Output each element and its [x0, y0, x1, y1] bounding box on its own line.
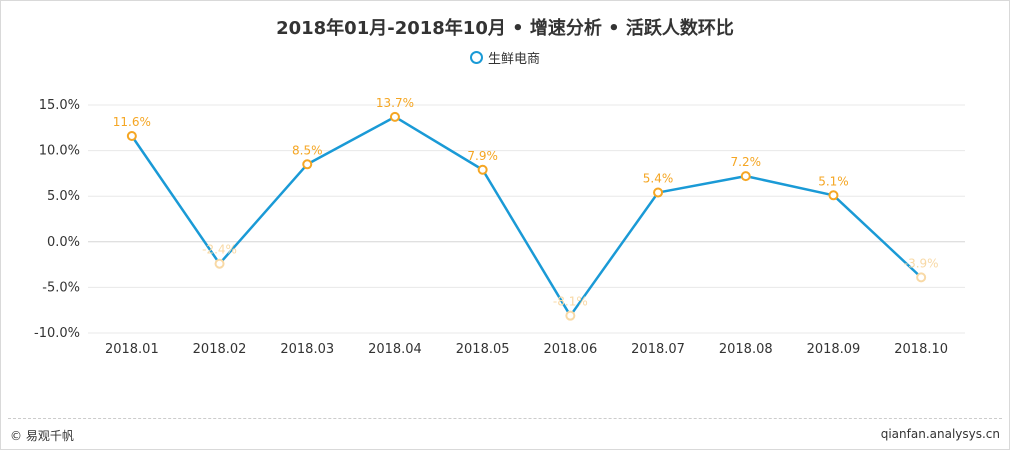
footer-site-link[interactable]: qianfan.analysys.cn — [880, 427, 1000, 441]
data-label: 11.6% — [113, 115, 151, 129]
x-tick-label: 2018.07 — [631, 342, 685, 357]
series-points — [126, 111, 927, 321]
x-tick-label: 2018.10 — [894, 342, 948, 357]
y-tick-label: -5.0% — [42, 280, 80, 295]
data-point — [126, 131, 137, 142]
legend-label: 生鲜电商 — [487, 52, 540, 67]
data-point — [653, 187, 664, 198]
y-tick-label: 5.0% — [47, 189, 80, 204]
data-point — [214, 258, 225, 269]
legend-marker-icon — [469, 51, 483, 64]
data-point — [828, 190, 839, 201]
data-label: 7.2% — [731, 155, 762, 169]
x-tick-label: 2018.04 — [368, 342, 422, 357]
x-tick-label: 2018.01 — [105, 342, 159, 357]
x-tick-label: 2018.08 — [719, 342, 773, 357]
footer-copyright: © 易观千帆 — [10, 429, 74, 443]
x-tick-label: 2018.05 — [456, 342, 510, 357]
y-tick-label: 10.0% — [39, 144, 80, 159]
data-point — [389, 111, 400, 122]
y-tick-label: 0.0% — [47, 235, 80, 250]
x-axis-ticks: 2018.01 2018.02 2018.03 2018.04 2018.05 2018.… — [105, 342, 948, 357]
data-label: -3.9% — [904, 256, 939, 270]
data-point — [477, 164, 488, 175]
chart-title: 2018年01月-2018年10月 • 增速分析 • 活跃人数环比 — [276, 18, 734, 39]
x-tick-label: 2018.02 — [193, 342, 247, 357]
y-tick-label: -10.0% — [34, 326, 80, 341]
data-labels: 11.6% -2.4% 8.5% 13.7% 7.9% -8.1% 5.4% 7.2% 5.1%… — [113, 96, 939, 309]
data-label: 5.1% — [818, 174, 849, 188]
grid-lines — [88, 104, 965, 334]
x-tick-label: 2018.06 — [543, 342, 597, 357]
data-label: -8.1% — [553, 295, 588, 309]
data-label: 13.7% — [376, 96, 414, 110]
series-line-path — [130, 115, 923, 317]
data-point — [302, 159, 313, 170]
footer-divider — [8, 418, 1002, 419]
x-tick-label: 2018.03 — [280, 342, 334, 357]
data-label: 8.5% — [292, 143, 323, 157]
y-axis-ticks: 15.0% 10.0% 5.0% 0.0% -5.0% -10.0% — [34, 98, 80, 341]
legend[interactable]: 生鲜电商 — [0, 48, 1010, 68]
series-line — [130, 115, 923, 317]
data-label: 7.9% — [467, 149, 498, 163]
x-tick-label: 2018.09 — [807, 342, 861, 357]
data-label: 5.4% — [643, 172, 674, 186]
data-point — [740, 171, 751, 182]
y-tick-label: 15.0% — [39, 98, 80, 113]
data-point — [565, 310, 576, 321]
data-label: -2.4% — [202, 243, 237, 257]
data-point — [916, 272, 927, 283]
